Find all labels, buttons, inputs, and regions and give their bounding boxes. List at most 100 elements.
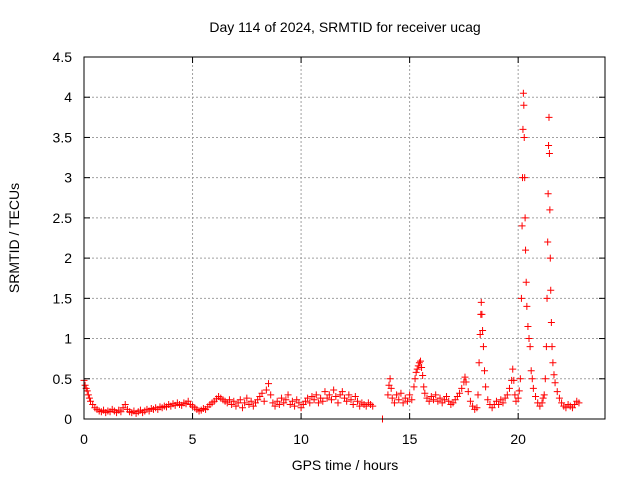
data-point — [354, 397, 362, 405]
data-point — [543, 294, 551, 302]
data-point — [509, 365, 517, 373]
data-point — [117, 408, 125, 416]
data-point — [522, 278, 530, 286]
data-point — [410, 383, 418, 391]
data-point — [478, 310, 486, 318]
x-tick-label: 15 — [402, 431, 418, 447]
x-tick-label: 0 — [80, 431, 88, 447]
data-point — [310, 396, 318, 404]
data-point — [546, 206, 554, 214]
y-tick-label: 3 — [64, 170, 72, 186]
data-point — [511, 391, 519, 399]
data-point — [421, 389, 429, 397]
data-point — [473, 404, 481, 412]
chart-title: Day 114 of 2024, SRMTID for receiver uca… — [209, 19, 480, 35]
data-point — [479, 343, 487, 351]
data-point — [236, 396, 244, 404]
data-point — [528, 375, 536, 383]
data-point — [334, 399, 342, 407]
axes: 0 0.5 1 1.5 2 2.5 3 3.5 4 4.5 0 5 10 15 20 — [53, 49, 606, 447]
data-point — [527, 367, 535, 375]
data-point — [521, 214, 529, 222]
data-point — [425, 397, 433, 405]
data-point — [275, 401, 283, 409]
data-point — [369, 402, 377, 410]
data-point — [481, 367, 489, 375]
data-point — [351, 392, 359, 400]
y-tick-label: 2 — [64, 250, 72, 266]
data-point — [443, 392, 451, 400]
plot-frame — [83, 56, 606, 420]
data-point — [291, 402, 299, 410]
data-point — [403, 397, 411, 405]
data-point — [325, 391, 333, 399]
data-point — [121, 401, 129, 409]
data-point — [393, 391, 401, 399]
data-point — [466, 397, 474, 405]
data-point — [284, 391, 292, 399]
data-point — [332, 392, 340, 400]
data-point — [520, 133, 528, 141]
data-point — [482, 383, 490, 391]
data-point — [519, 89, 527, 97]
data-point — [387, 384, 395, 392]
data-point — [306, 399, 314, 407]
data-point — [338, 388, 346, 396]
y-tick-label: 0.5 — [53, 371, 73, 387]
data-point — [555, 394, 563, 402]
data-point — [499, 399, 507, 407]
data-point — [295, 399, 303, 407]
data-point — [544, 238, 552, 246]
data-point — [420, 383, 428, 391]
data-point — [408, 396, 416, 404]
data-point — [347, 396, 355, 404]
data-point — [411, 375, 419, 383]
data-point — [545, 141, 553, 149]
data-point — [395, 396, 403, 404]
data-point — [514, 394, 522, 402]
data-point — [549, 359, 557, 367]
data-point — [545, 150, 553, 158]
data-point — [386, 375, 394, 383]
data-point — [551, 379, 559, 387]
y-tick-label: 4.5 — [53, 49, 73, 65]
data-point — [517, 294, 525, 302]
data-point — [525, 335, 533, 343]
data-point — [83, 387, 91, 395]
data-point — [518, 222, 526, 230]
data-point — [267, 391, 275, 399]
data-point — [230, 397, 238, 405]
data-point — [397, 389, 405, 397]
data-point — [458, 384, 466, 392]
data-point — [539, 394, 547, 402]
x-tick-label: 20 — [510, 431, 526, 447]
data-point — [522, 246, 530, 254]
data-point — [432, 391, 440, 399]
data-point — [546, 254, 554, 262]
data-point — [526, 343, 534, 351]
data-point — [282, 396, 290, 404]
data-point — [545, 113, 553, 121]
data-series — [80, 89, 583, 423]
data-point — [419, 372, 427, 380]
data-point — [278, 394, 286, 402]
data-point — [462, 378, 470, 386]
data-point — [523, 302, 531, 310]
data-point — [345, 391, 353, 399]
x-axis-label: GPS time / hours — [292, 457, 399, 473]
data-point — [476, 331, 484, 339]
data-point — [225, 396, 233, 404]
data-point — [544, 190, 552, 198]
data-point — [418, 364, 426, 372]
data-point — [384, 391, 392, 399]
grid-lines — [84, 57, 605, 419]
data-point — [265, 380, 273, 388]
data-point — [510, 376, 518, 384]
data-point — [243, 394, 251, 402]
data-point — [475, 359, 483, 367]
y-tick-label: 1 — [64, 331, 72, 347]
data-point — [343, 397, 351, 405]
y-axis-label: SRMTID / TECUs — [6, 183, 22, 293]
x-tick-label: 5 — [189, 431, 197, 447]
data-point — [456, 389, 464, 397]
